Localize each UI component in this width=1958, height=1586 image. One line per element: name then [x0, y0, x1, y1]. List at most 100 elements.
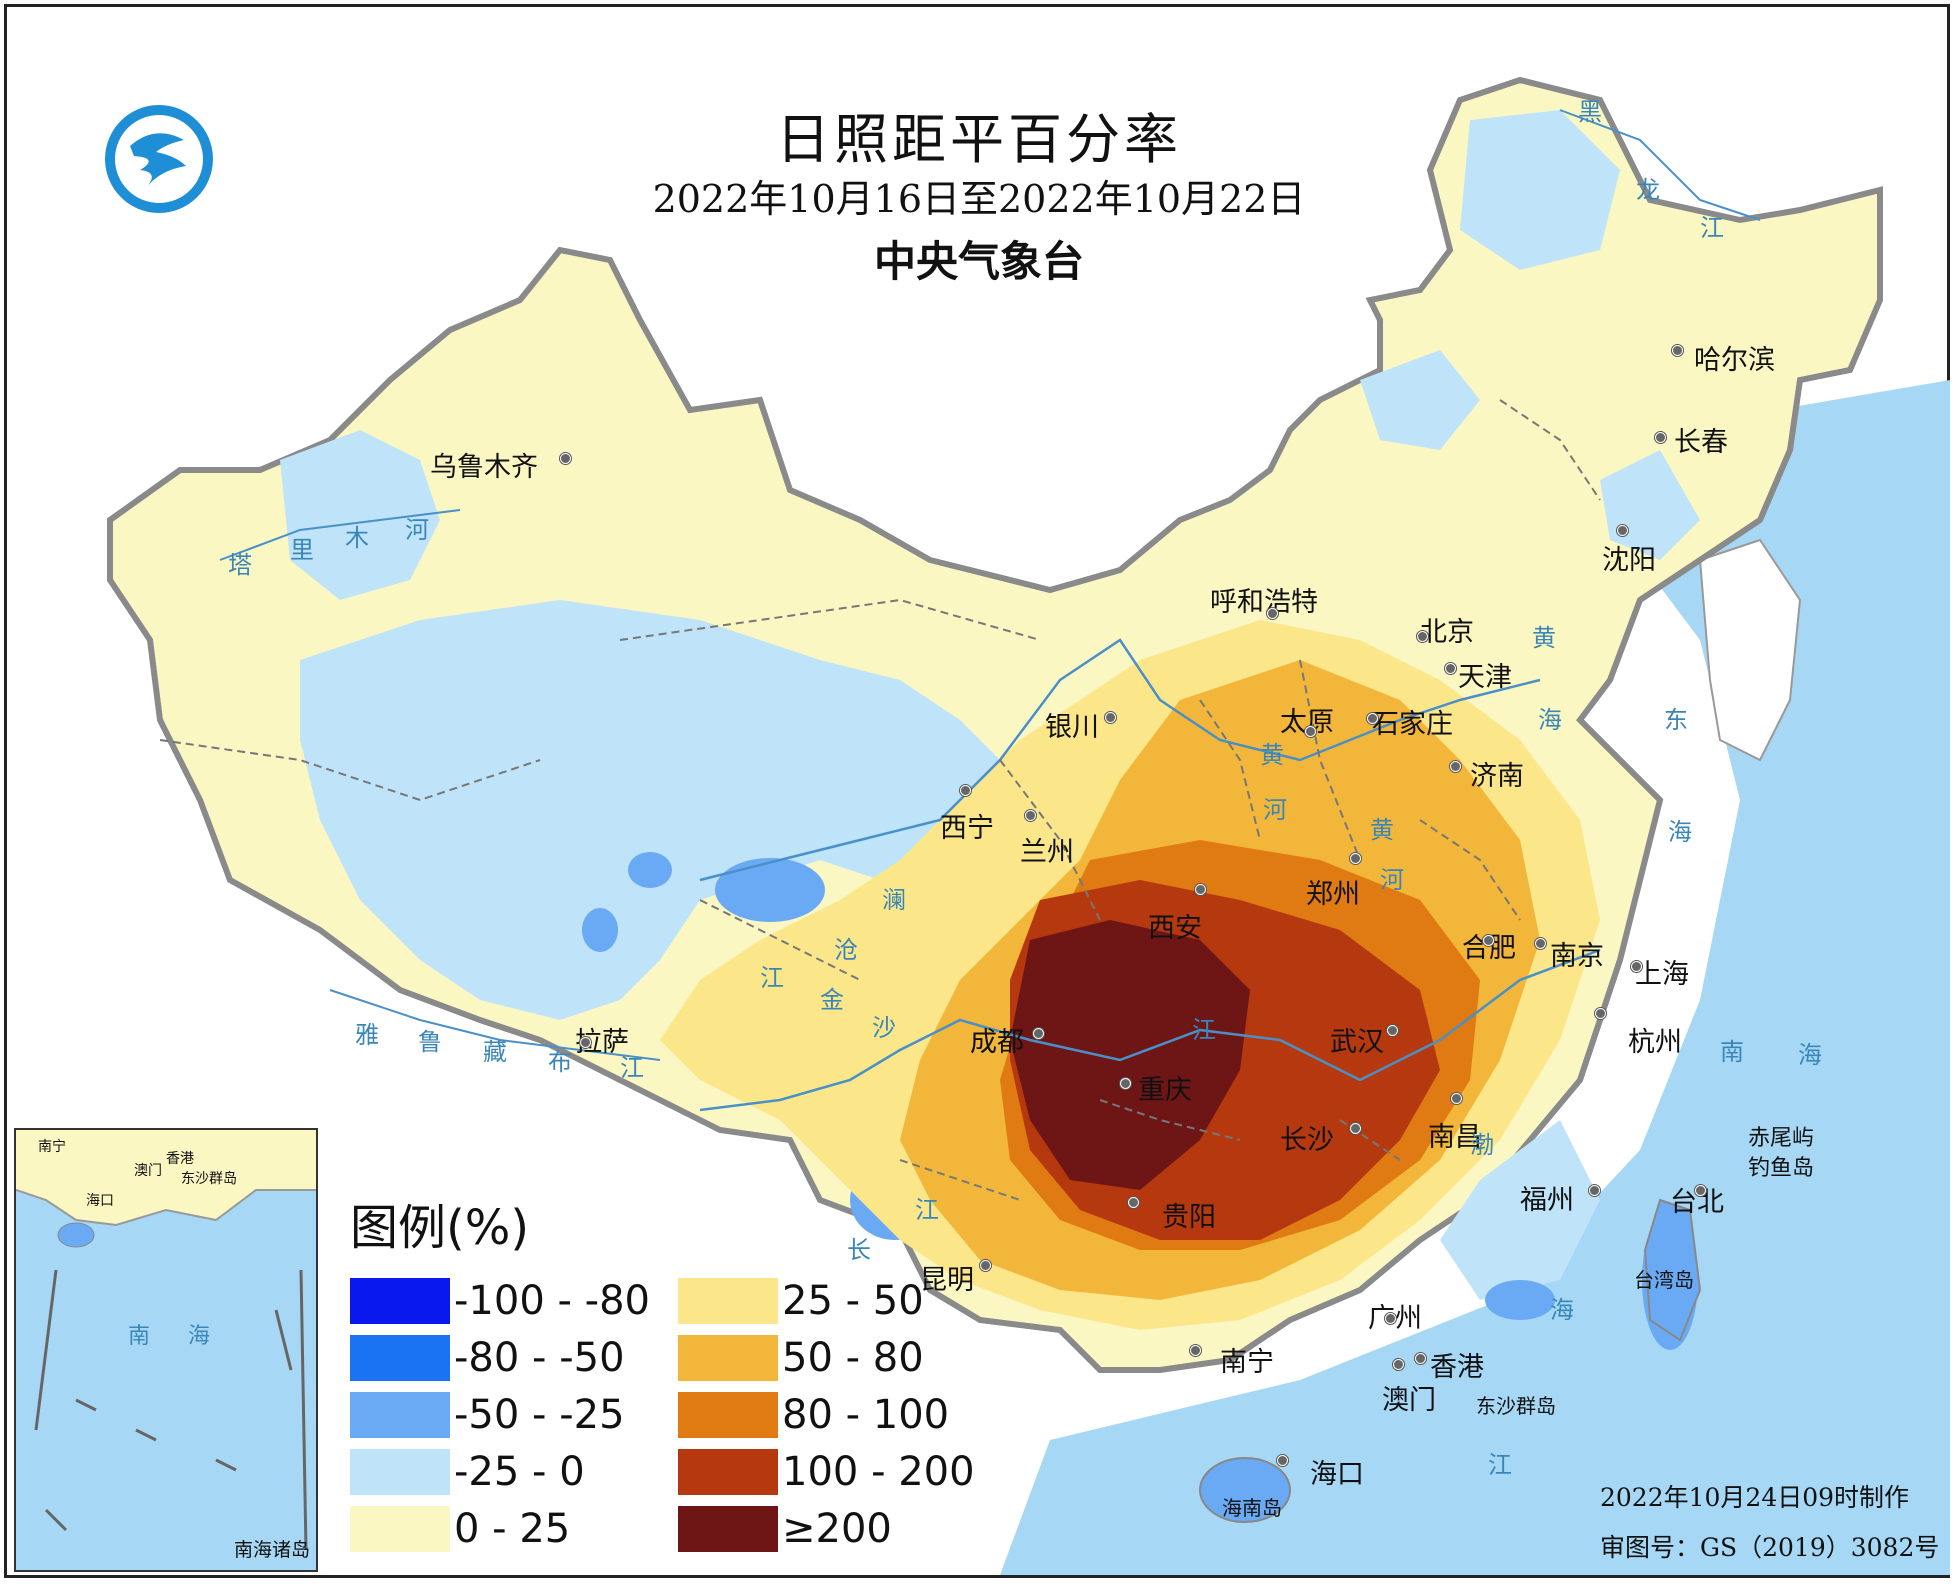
city-dot: [1617, 525, 1628, 536]
city-label: 银川: [1045, 712, 1099, 743]
city-label: 长沙: [1280, 1125, 1334, 1156]
water-label: 江: [915, 1196, 939, 1224]
water-label: 塔: [228, 551, 252, 579]
legend-swatch: [350, 1278, 450, 1324]
city-label: 郑州: [1306, 879, 1360, 910]
legend-swatch: [350, 1449, 450, 1495]
legend-label: 25 - 50: [782, 1278, 924, 1324]
city-dot: [1445, 663, 1456, 674]
legend-label: 100 - 200: [782, 1449, 975, 1495]
south-china-sea-inset: 南宁 香港 澳门 东沙群岛 海口 南 海 南海诸岛: [14, 1128, 318, 1572]
legend-label: -50 - -25: [454, 1392, 625, 1438]
city-label: 南宁: [1220, 1347, 1274, 1378]
city-label: 武汉: [1330, 1027, 1384, 1058]
legend-swatch: [350, 1506, 450, 1552]
city-label: 昆明: [920, 1265, 974, 1296]
legend-label: 50 - 80: [782, 1335, 924, 1381]
city-label: 南昌: [1428, 1122, 1482, 1153]
legend-item: 0 - 25: [350, 1506, 570, 1552]
production-time: 2022年10月24日09时制作: [1600, 1483, 1910, 1512]
legend-item: -100 - -80: [350, 1278, 650, 1324]
agency-name: 中央气象台: [873, 237, 1084, 286]
water-label: 江: [620, 1054, 644, 1082]
legend-swatch: [678, 1449, 778, 1495]
city-dot: [1387, 1025, 1398, 1036]
region-light-blue-3: [1460, 110, 1620, 270]
legend-label: -25 - 0: [454, 1449, 585, 1495]
legend-label: -100 - -80: [454, 1278, 650, 1324]
city-dot: [1589, 1185, 1600, 1196]
city-label: 哈尔滨: [1694, 345, 1775, 376]
legend-swatch: [678, 1278, 778, 1324]
water-label: 金: [820, 986, 844, 1014]
inset-label-dongsha: 东沙群岛: [181, 1171, 237, 1187]
city-dot: [1393, 1359, 1404, 1370]
water-label: 长: [847, 1236, 871, 1264]
city-dot: [1483, 935, 1494, 946]
water-label: 河: [1380, 866, 1404, 894]
hainan-island: [1199, 1457, 1291, 1523]
legend-title: 图例(%): [350, 1200, 530, 1256]
legend-item: -25 - 0: [350, 1449, 585, 1495]
inset-label-hai: 海: [188, 1324, 211, 1349]
water-label: 江: [1488, 1451, 1512, 1479]
legend-swatch: [678, 1335, 778, 1381]
island-label: 台湾岛: [1634, 1268, 1694, 1292]
legend-swatch: [678, 1506, 778, 1552]
water-label: 渤: [1470, 1131, 1494, 1159]
city-dot: [1267, 608, 1278, 619]
water-label: 沙: [872, 1014, 896, 1042]
map-approval-number: 审图号：GS（2019）3082号: [1600, 1533, 1940, 1562]
city-dot: [1190, 1345, 1201, 1356]
region-light-blue-5: [1440, 1120, 1600, 1300]
legend-label: 80 - 100: [782, 1392, 950, 1438]
city-label: 重庆: [1138, 1075, 1192, 1106]
inset-label-nan: 南: [128, 1324, 151, 1349]
legend-swatch: [350, 1335, 450, 1381]
map-title: 日照距平百分率: [776, 108, 1182, 171]
water-label: 海: [1538, 706, 1562, 734]
city-dot: [1451, 1093, 1462, 1104]
city-label: 贵阳: [1162, 1202, 1216, 1233]
city-dot: [1450, 761, 1461, 772]
region-blue-1: [715, 858, 825, 922]
date-range: 2022年10月16日至2022年10月22日: [652, 177, 1306, 221]
city-dot: [1672, 345, 1683, 356]
water-label: 东: [1664, 706, 1688, 734]
legend-item: 25 - 50: [678, 1278, 924, 1324]
legend-item: -50 - -25: [350, 1392, 625, 1438]
legend-swatch: [350, 1392, 450, 1438]
city-dot: [560, 453, 571, 464]
water-label: 黄: [1370, 816, 1394, 844]
legend-item: 100 - 200: [678, 1449, 975, 1495]
water-label: 江: [1700, 214, 1724, 242]
water-label: 木: [345, 524, 369, 552]
city-label: 西宁: [940, 813, 994, 844]
city-dot: [580, 1037, 591, 1048]
water-label: 河: [405, 516, 429, 544]
tarim-river: [219, 509, 461, 561]
region-light-blue-1: [300, 600, 1040, 1020]
legend-item: 50 - 80: [678, 1335, 924, 1381]
city-label: 济南: [1470, 761, 1524, 792]
city-dot: [1350, 1123, 1361, 1134]
legend-label: 0 - 25: [454, 1506, 571, 1552]
inset-label-nanning: 南宁: [38, 1139, 66, 1155]
water-label: 雅: [355, 1021, 379, 1049]
province-borders: [159, 399, 1601, 1201]
city-dot: [1595, 1008, 1606, 1019]
water-label: 布: [548, 1048, 572, 1076]
taiwan-island: [1643, 1198, 1702, 1342]
water-label: 黄: [1532, 624, 1556, 652]
city-dot: [1385, 1313, 1396, 1324]
city-label: 香港: [1430, 1352, 1484, 1383]
city-dot: [980, 1260, 991, 1271]
city-label: 南京: [1550, 941, 1604, 972]
city-dot: [1415, 1353, 1426, 1364]
water-label: 黑: [1578, 98, 1602, 126]
water-label: 南: [1720, 1038, 1744, 1066]
city-dot: [1120, 1078, 1131, 1089]
city-dot: [1695, 1185, 1706, 1196]
city-label: 海口: [1310, 1459, 1364, 1490]
